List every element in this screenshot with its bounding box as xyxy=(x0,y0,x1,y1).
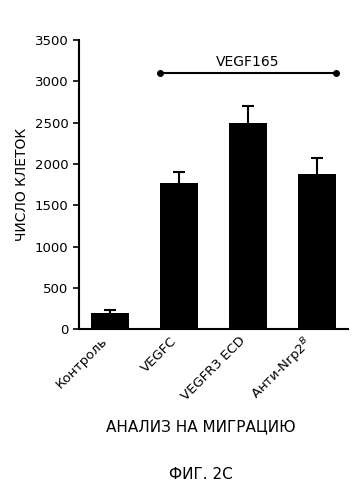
Bar xyxy=(160,183,198,329)
Bar xyxy=(298,174,336,329)
Text: АНАЛИЗ НА МИГРАЦИЮ: АНАЛИЗ НА МИГРАЦИЮ xyxy=(106,419,296,434)
Text: VEGF165: VEGF165 xyxy=(216,55,280,69)
Text: ФИГ. 2С: ФИГ. 2С xyxy=(169,467,233,482)
Bar xyxy=(229,123,267,329)
Bar xyxy=(91,313,129,329)
Y-axis label: ЧИСЛО КЛЕТОК: ЧИСЛО КЛЕТОК xyxy=(15,128,29,241)
